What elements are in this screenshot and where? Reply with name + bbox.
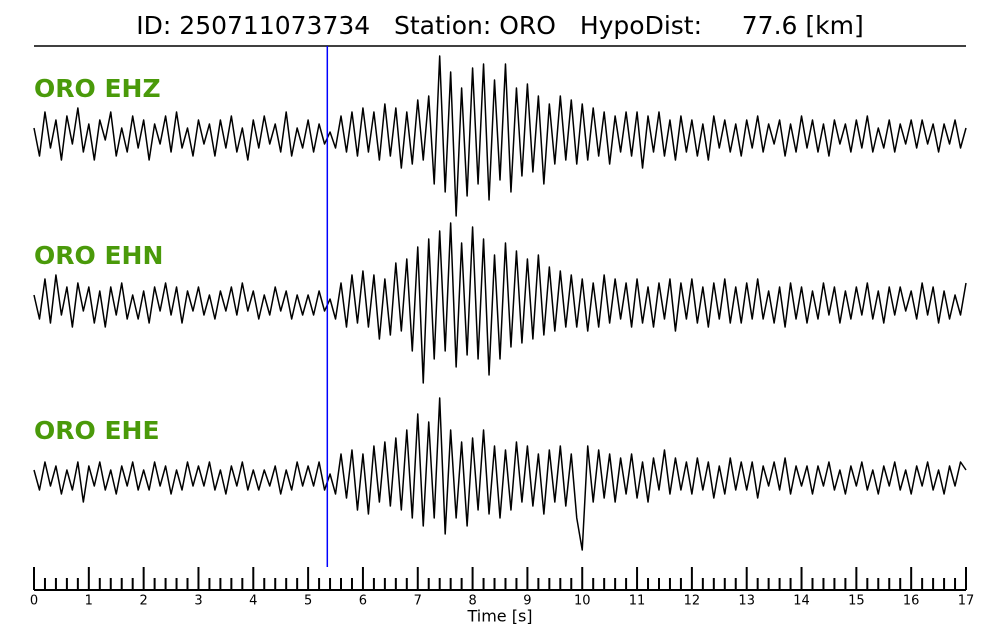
x-tick-label: 12	[684, 594, 701, 609]
x-tick-label: 8	[468, 594, 476, 609]
trace-label: ORO EHZ	[34, 74, 161, 103]
waveform	[33, 397, 967, 551]
x-tick-label: 5	[304, 594, 312, 609]
trace-label: ORO EHN	[34, 241, 163, 270]
x-tick-label: 9	[523, 594, 531, 609]
x-axis-label: Time [s]	[466, 607, 532, 626]
x-tick-label: 3	[194, 594, 202, 609]
waveform	[33, 55, 967, 217]
x-tick-label: 1	[85, 594, 93, 609]
x-tick-label: 6	[359, 594, 367, 609]
x-tick-label: 17	[958, 594, 975, 609]
x-tick-label: 13	[738, 594, 755, 609]
x-tick-label: 15	[848, 594, 865, 609]
x-tick-label: 7	[414, 594, 422, 609]
x-tick-label: 10	[574, 594, 591, 609]
x-tick-label: 0	[30, 594, 38, 609]
chart-title: ID: 250711073734 Station: ORO HypoDist: …	[136, 11, 863, 40]
trace-label: ORO EHE	[34, 416, 160, 445]
x-tick-label: 11	[629, 594, 646, 609]
x-tick-label: 16	[903, 594, 920, 609]
x-tick-label: 14	[793, 594, 810, 609]
x-tick-label: 4	[249, 594, 257, 609]
waveform	[33, 222, 967, 384]
x-tick-label: 2	[140, 594, 148, 609]
